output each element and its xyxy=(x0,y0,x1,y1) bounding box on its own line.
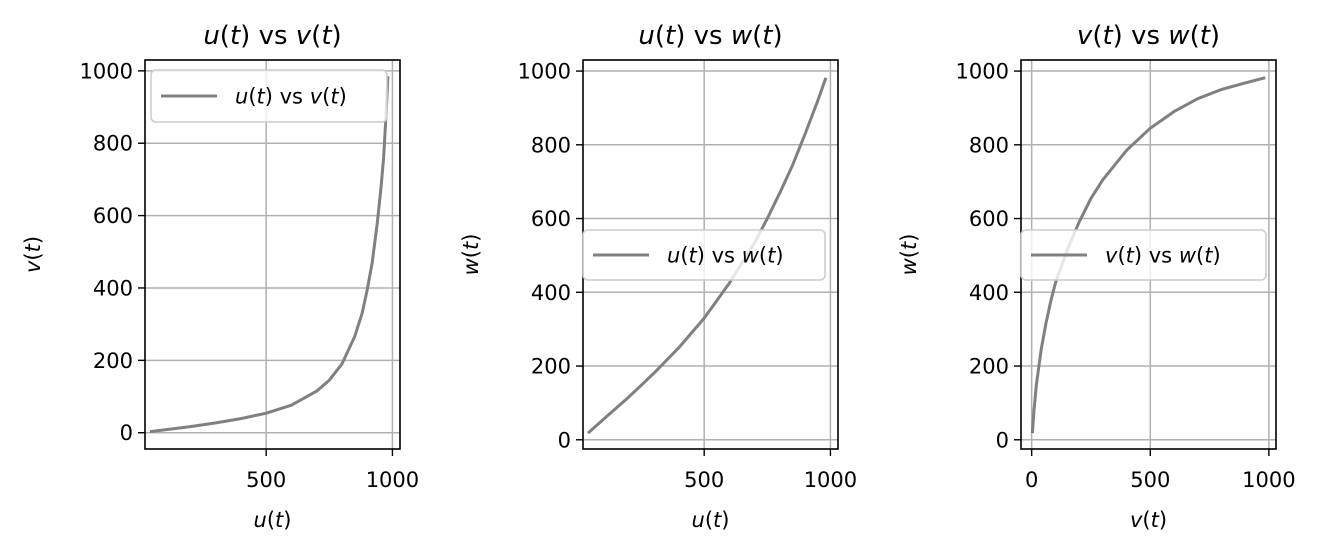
legend-box xyxy=(150,69,388,123)
y-tick-label: 0 xyxy=(120,421,133,445)
y-axis-label: w(t) xyxy=(459,234,483,276)
y-tick-label: 800 xyxy=(531,133,571,157)
legend-label: u(t) vs w(t) xyxy=(667,244,784,268)
x-axis-label: u(t) xyxy=(692,508,730,532)
subplot-2: 500 1000 0 200 400 600 800 1000 u(t) vs w(t) u(t)… xyxy=(459,21,857,532)
x-tick-label: 1000 xyxy=(366,468,419,492)
series-line xyxy=(1030,76,1266,434)
y-tick-label: 1000 xyxy=(518,60,571,84)
y-tick-label: 200 xyxy=(93,349,133,373)
y-axis-label: w(t) xyxy=(897,234,921,276)
x-axis-label: v(t) xyxy=(1130,508,1167,532)
y-tick-label: 400 xyxy=(531,281,571,305)
legend-box xyxy=(1020,229,1267,281)
chart-title: u(t) vs v(t) xyxy=(203,21,341,51)
axes-frame xyxy=(144,59,401,450)
y-tick-label: 0 xyxy=(558,428,571,452)
legend-label: u(t) vs v(t) xyxy=(235,85,347,109)
x-tick-label: 500 xyxy=(1130,468,1170,492)
x-tick-label: 500 xyxy=(246,468,286,492)
y-tick-label: 600 xyxy=(969,207,1009,231)
series-line xyxy=(149,76,390,434)
chart-title: u(t) vs w(t) xyxy=(638,21,782,51)
y-tick-label: 600 xyxy=(93,204,133,228)
x-tick-label: 0 xyxy=(1025,468,1038,492)
y-tick-label: 200 xyxy=(531,355,571,379)
y-tick-label: 0 xyxy=(996,428,1009,452)
x-axis-label: u(t) xyxy=(254,508,292,532)
y-tick-label: 1000 xyxy=(80,59,133,83)
legend: v(t) vs w(t) xyxy=(1020,229,1267,281)
y-tick-label: 600 xyxy=(531,207,571,231)
x-tick-label: 1000 xyxy=(804,468,857,492)
x-tick-label: 500 xyxy=(684,468,724,492)
y-tick-label: 200 xyxy=(969,355,1009,379)
legend: u(t) vs w(t) xyxy=(582,229,826,281)
y-tick-label: 1000 xyxy=(956,60,1009,84)
y-axis-label: v(t) xyxy=(21,236,45,273)
y-tick-label: 400 xyxy=(93,276,133,300)
y-tick-label: 400 xyxy=(969,281,1009,305)
legend: u(t) vs v(t) xyxy=(150,69,388,123)
y-tick-label: 800 xyxy=(93,132,133,156)
legend-box xyxy=(582,229,826,281)
subplot-3: 0 500 1000 0 200 400 600 800 1000 v(t) vs w(t) v(t… xyxy=(897,21,1296,532)
subplot-1: 500 1000 0 200 400 600 800 1000 u(t) vs v(t) u(t)… xyxy=(21,21,419,532)
chart-title: v(t) vs w(t) xyxy=(1077,21,1220,51)
x-tick-label: 1000 xyxy=(1242,468,1295,492)
y-tick-label: 800 xyxy=(969,133,1009,157)
legend-label: v(t) vs w(t) xyxy=(1105,244,1221,268)
